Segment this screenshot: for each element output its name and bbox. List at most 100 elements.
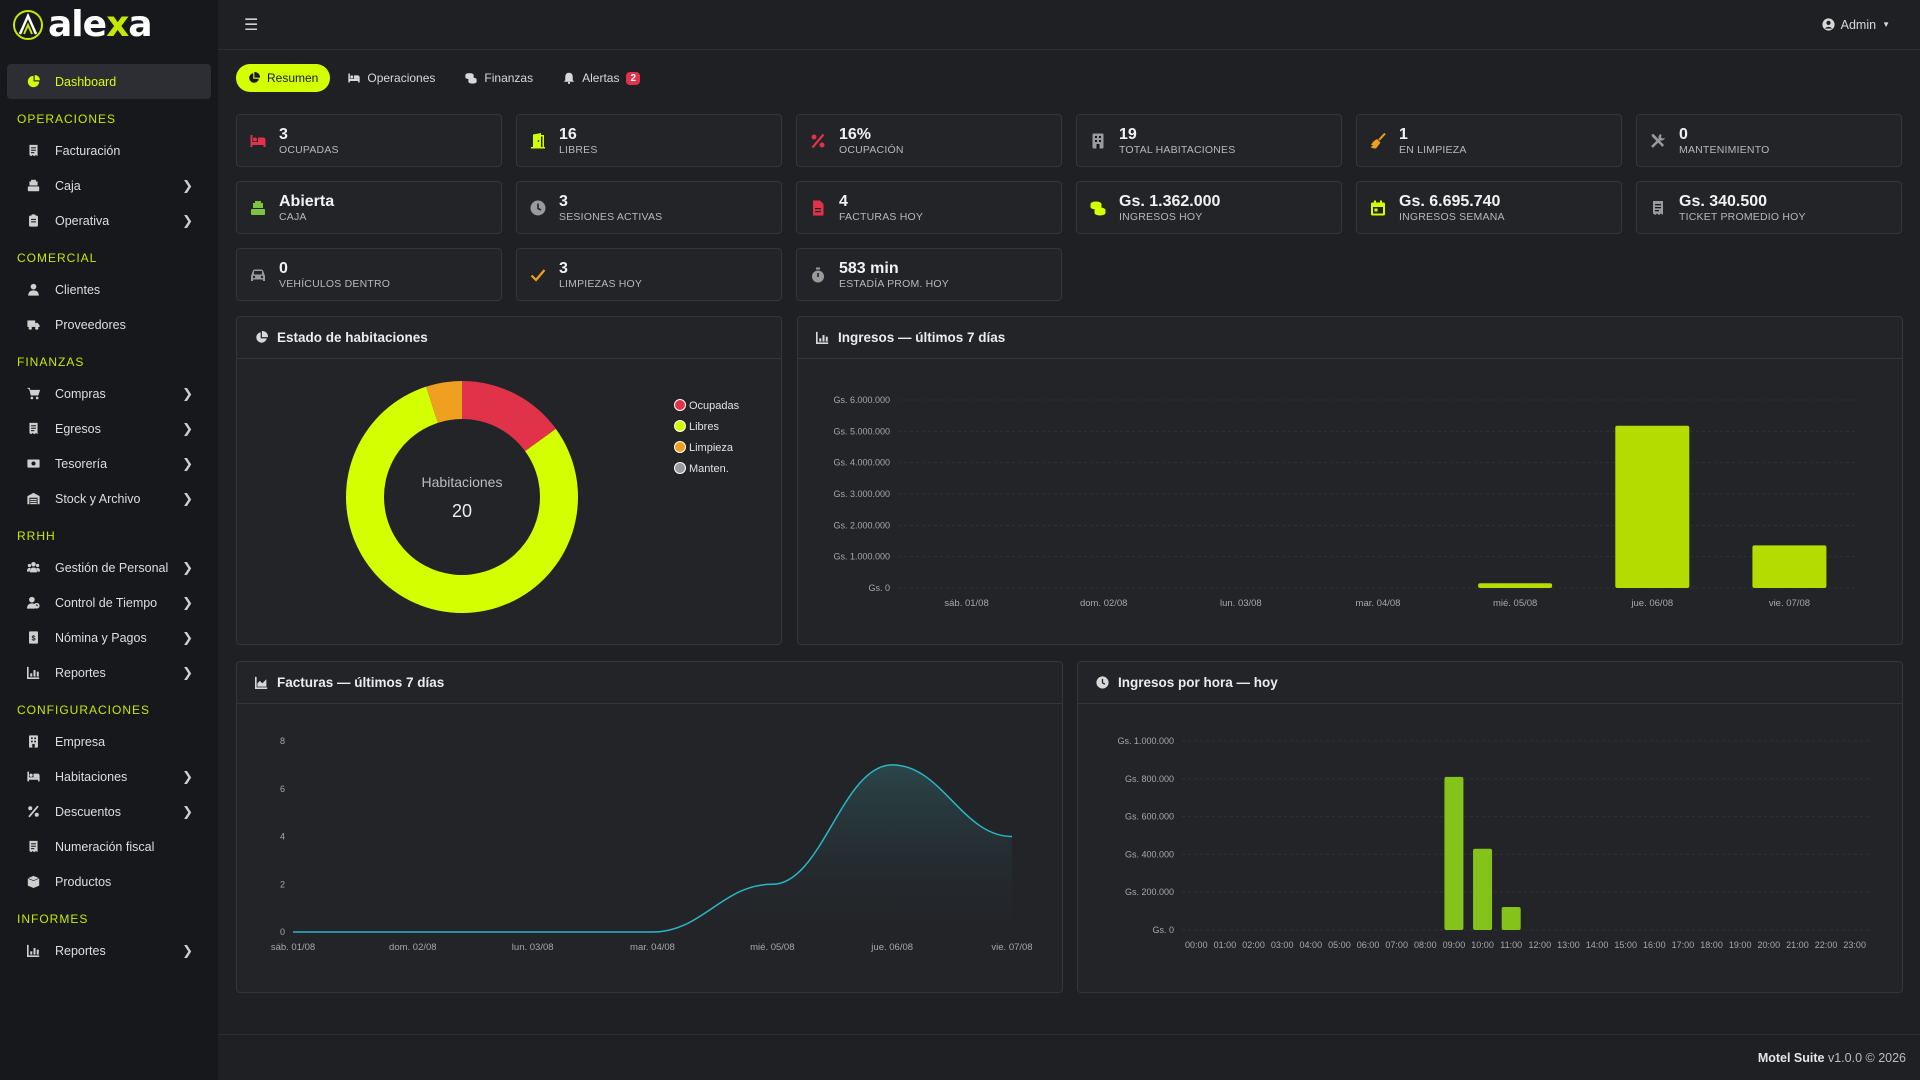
y-tick-label: Gs. 6.000.000	[833, 395, 890, 405]
chevron-right-icon: ❯	[182, 942, 193, 958]
rooms-status-panel: Estado de habitaciones Habitaciones 20 Ocu…	[236, 316, 782, 645]
x-tick-label: 10:00	[1471, 940, 1494, 950]
x-tick-label: 16:00	[1643, 940, 1666, 950]
stopwatch-icon	[797, 267, 839, 283]
sidebar-item-empresa[interactable]: Empresa	[7, 724, 211, 759]
pie-chart-icon	[255, 331, 268, 344]
stat-label: Libres	[559, 143, 598, 156]
user-icon	[25, 282, 41, 298]
stat-label: En limpieza	[1399, 143, 1467, 156]
stat-value: 3	[559, 192, 568, 210]
x-tick-label: mar. 04/08	[1356, 598, 1401, 609]
receipt-icon	[1637, 200, 1679, 216]
sidebar-item-tesorería[interactable]: Tesorería ❯	[7, 446, 211, 481]
panel-header: Estado de habitaciones	[237, 317, 781, 359]
sidebar-item-descuentos[interactable]: Descuentos ❯	[7, 794, 211, 829]
hourly-income-panel: Ingresos por hora — hoy Gs. 0 Gs. 200.000…	[1077, 661, 1903, 993]
sidebar-item-label: Tesorería	[55, 456, 108, 471]
donut-slice-libres	[346, 386, 578, 613]
chevron-right-icon: ❯	[182, 212, 193, 228]
tab-label: Operaciones	[367, 71, 436, 85]
stat-value: Gs. 1.362.000	[1119, 192, 1221, 210]
y-tick-label: 4	[280, 832, 285, 842]
tab-label: Finanzas	[484, 71, 534, 85]
x-tick-label: 18:00	[1700, 940, 1723, 950]
x-tick-label: 00:00	[1185, 940, 1208, 950]
tab-operaciones[interactable]: Operaciones	[336, 64, 447, 92]
stat-value: 1	[1399, 125, 1408, 143]
legend-entry: Manten.	[689, 463, 729, 475]
topbar: ☰ Admin ▼	[218, 0, 1920, 50]
x-tick-label: 21:00	[1786, 940, 1809, 950]
chevron-right-icon: ❯	[182, 559, 193, 575]
money-icon	[25, 456, 41, 472]
sidebar-item-compras[interactable]: Compras ❯	[7, 376, 211, 411]
x-tick-label: 14:00	[1586, 940, 1609, 950]
sidebar-item-proveedores[interactable]: Proveedores	[7, 307, 211, 342]
user-menu[interactable]: Admin ▼	[1822, 18, 1890, 32]
x-tick-label: 07:00	[1385, 940, 1408, 950]
coins-icon	[1077, 200, 1119, 216]
hourly-income-chart: Gs. 0 Gs. 200.000 Gs. 400.000 Gs. 600.000 Gs…	[1117, 736, 1869, 950]
sidebar-item-productos[interactable]: Productos	[7, 864, 211, 899]
stat-label: Mantenimiento	[1679, 143, 1770, 156]
tab-finanzas[interactable]: Finanzas	[453, 64, 545, 92]
dashboard-icon	[25, 74, 41, 90]
stat-card-mantenimiento: 0 Mantenimiento	[1636, 114, 1902, 167]
sidebar-item-gestión-de-personal[interactable]: Gestión de Personal ❯	[7, 550, 211, 585]
stat-card-vehículos-dentro: 0 Vehículos dentro	[236, 248, 502, 301]
sidebar-item-reportes[interactable]: Reportes ❯	[7, 655, 211, 690]
x-tick-label: 06:00	[1357, 940, 1380, 950]
clock-icon	[1096, 676, 1109, 689]
y-tick-label: 8	[280, 736, 285, 746]
panel-title: Facturas — últimos 7 días	[277, 675, 445, 690]
x-tick-label: dom. 02/08	[389, 942, 437, 953]
bar	[1501, 906, 1521, 930]
y-tick-label: 6	[280, 784, 285, 794]
chevron-right-icon: ❯	[182, 594, 193, 610]
y-tick-label: Gs. 4.000.000	[833, 458, 890, 468]
sidebar: alexa Dashboard OPERACIONES Facturación …	[0, 0, 218, 1080]
stat-card-estadía-prom-hoy: 583 min Estadía prom. hoy	[796, 248, 1062, 301]
x-tick-label: 15:00	[1614, 940, 1637, 950]
tab-resumen[interactable]: Resumen	[236, 64, 331, 92]
stat-card-limpiezas-hoy: 3 Limpiezas hoy	[516, 248, 782, 301]
y-tick-label: Gs. 800.000	[1125, 774, 1174, 784]
sidebar-item-nómina-y-pagos[interactable]: $ Nómina y Pagos ❯	[7, 620, 211, 655]
sidebar-item-egresos[interactable]: Egresos ❯	[7, 411, 211, 446]
sidebar-item-control-de-tiempo[interactable]: Control de Tiempo ❯	[7, 585, 211, 620]
tab-alertas[interactable]: Alertas 2	[551, 64, 652, 92]
receipt-icon	[25, 143, 41, 159]
dashboard-tabs: Resumen Operaciones Finanzas Alertas 2	[236, 64, 652, 92]
chart-icon	[25, 665, 41, 681]
sidebar-item-operativa[interactable]: Operativa ❯	[7, 203, 211, 238]
footer-version: v1.0.0 © 2026	[1827, 1050, 1906, 1065]
stat-card-total-habitaciones: 19 Total habitaciones	[1076, 114, 1342, 167]
logo[interactable]: alexa	[0, 0, 218, 50]
x-tick-label: vie. 07/08	[991, 942, 1032, 953]
sidebar-item-facturación[interactable]: Facturación	[7, 133, 211, 168]
x-tick-label: lun. 03/08	[1220, 598, 1262, 609]
building-icon	[25, 734, 41, 750]
sidebar-item-caja[interactable]: Caja ❯	[7, 168, 211, 203]
sidebar-item-habitaciones[interactable]: Habitaciones ❯	[7, 759, 211, 794]
sidebar-item-label: Productos	[55, 874, 112, 889]
receipt-icon	[25, 421, 41, 437]
coins-icon	[465, 72, 478, 84]
footer: Motel Suite v1.0.0 © 2026	[218, 1034, 1920, 1080]
sidebar-item-clientes[interactable]: Clientes	[7, 272, 211, 307]
panel-header: Ingresos por hora — hoy	[1078, 662, 1902, 704]
sidebar-item-numeración-fiscal[interactable]: Numeración fiscal	[7, 829, 211, 864]
panel-title: Ingresos por hora — hoy	[1118, 675, 1278, 690]
sidebar-item-label: Gestión de Personal	[55, 560, 169, 575]
sidebar-item-stock-y-archivo[interactable]: Stock y Archivo ❯	[7, 481, 211, 516]
sidebar-item-reportes[interactable]: Reportes ❯	[7, 933, 211, 968]
stat-card-sesiones-activas: 3 Sesiones activas	[516, 181, 782, 234]
x-tick-label: 11:00	[1500, 940, 1522, 950]
panel-title: Ingresos — últimos 7 días	[838, 330, 1006, 345]
menu-toggle-icon[interactable]: ☰	[244, 16, 259, 34]
sidebar-section-title: FINANZAS	[17, 355, 85, 369]
legend-entry: Limpieza	[689, 442, 734, 454]
stat-label: Ticket promedio hoy	[1679, 210, 1806, 223]
sidebar-item-dashboard[interactable]: Dashboard	[7, 64, 211, 99]
